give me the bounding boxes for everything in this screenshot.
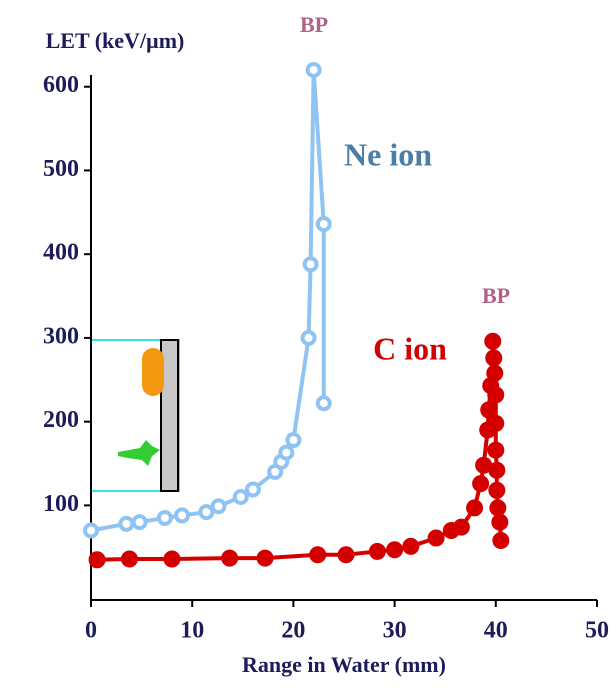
data-point <box>305 61 322 78</box>
x-tick-label: 0 <box>85 618 97 644</box>
annotation: BP <box>300 12 328 37</box>
data-point <box>472 475 490 493</box>
y-axis-title: LET (keV/µm) <box>46 28 185 53</box>
data-point <box>452 518 470 536</box>
data-point <box>309 546 327 564</box>
data-point <box>486 364 504 382</box>
y-tick-label: 100 <box>43 491 79 517</box>
data-point <box>285 432 302 449</box>
data-point <box>88 551 106 569</box>
data-point <box>489 499 507 517</box>
data-point <box>315 395 332 412</box>
data-point <box>487 414 505 432</box>
data-point <box>232 489 249 506</box>
data-point <box>118 515 135 532</box>
data-point <box>337 546 355 564</box>
data-point <box>484 332 502 350</box>
data-point <box>163 550 181 568</box>
annotation: Ne ion <box>344 136 432 172</box>
inset-diagram <box>90 339 180 492</box>
data-point <box>131 514 148 531</box>
annotation: BP <box>482 283 510 308</box>
annotation: C ion <box>373 330 447 366</box>
data-point <box>83 522 99 539</box>
y-tick-label: 300 <box>43 323 79 349</box>
data-point <box>256 549 274 567</box>
data-point <box>244 481 261 498</box>
data-point <box>302 256 319 273</box>
data-point <box>156 509 173 526</box>
data-point <box>278 444 295 461</box>
y-tick-label: 600 <box>43 72 79 98</box>
data-point <box>221 549 239 567</box>
data-point <box>487 441 505 459</box>
data-point <box>210 498 227 515</box>
data-point <box>480 401 498 419</box>
data-point <box>466 499 484 517</box>
x-tick-label: 30 <box>383 618 407 644</box>
y-tick-label: 200 <box>43 407 79 433</box>
data-point <box>427 529 445 547</box>
x-tick-label: 20 <box>281 618 305 644</box>
data-point <box>368 542 386 560</box>
data-point <box>386 541 404 559</box>
data-point <box>315 216 332 233</box>
x-tick-label: 40 <box>484 618 508 644</box>
data-point <box>402 537 420 555</box>
data-point <box>300 329 317 346</box>
x-tick-label: 10 <box>180 618 204 644</box>
y-tick-label: 500 <box>43 156 79 182</box>
data-point <box>120 550 138 568</box>
data-point <box>174 507 191 524</box>
data-point <box>491 513 509 531</box>
data-point <box>487 386 505 404</box>
data-point <box>488 461 506 479</box>
x-tick-label: 50 <box>585 618 609 644</box>
y-tick-label: 400 <box>43 240 79 266</box>
data-point <box>492 532 510 550</box>
data-point <box>198 504 215 521</box>
data-point <box>485 349 503 367</box>
data-point <box>488 481 506 499</box>
x-axis-title: Range in Water (mm) <box>242 652 446 677</box>
